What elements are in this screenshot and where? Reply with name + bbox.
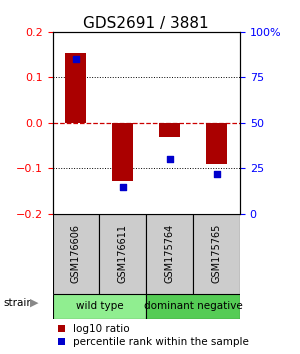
Point — [167, 156, 172, 162]
Bar — [146, 293, 240, 319]
Legend: log10 ratio, percentile rank within the sample: log10 ratio, percentile rank within the … — [53, 320, 254, 351]
Text: wild type: wild type — [76, 301, 123, 312]
Bar — [112, 123, 134, 181]
Point — [120, 184, 125, 189]
Text: dominant negative: dominant negative — [144, 301, 242, 312]
Text: GSM176606: GSM176606 — [71, 224, 81, 283]
Point — [74, 56, 78, 62]
Bar — [99, 214, 146, 293]
Text: strain: strain — [3, 298, 33, 308]
Title: GDS2691 / 3881: GDS2691 / 3881 — [83, 16, 209, 31]
Bar — [52, 214, 99, 293]
Bar — [52, 293, 146, 319]
Bar — [146, 214, 193, 293]
Text: GSM176611: GSM176611 — [118, 224, 128, 283]
Bar — [193, 214, 240, 293]
Bar — [65, 53, 86, 123]
Point — [214, 171, 219, 177]
Bar — [159, 123, 180, 137]
Text: GSM175764: GSM175764 — [165, 224, 175, 283]
Text: GSM175765: GSM175765 — [212, 224, 222, 284]
Text: ▶: ▶ — [30, 298, 39, 308]
Bar — [206, 123, 227, 164]
